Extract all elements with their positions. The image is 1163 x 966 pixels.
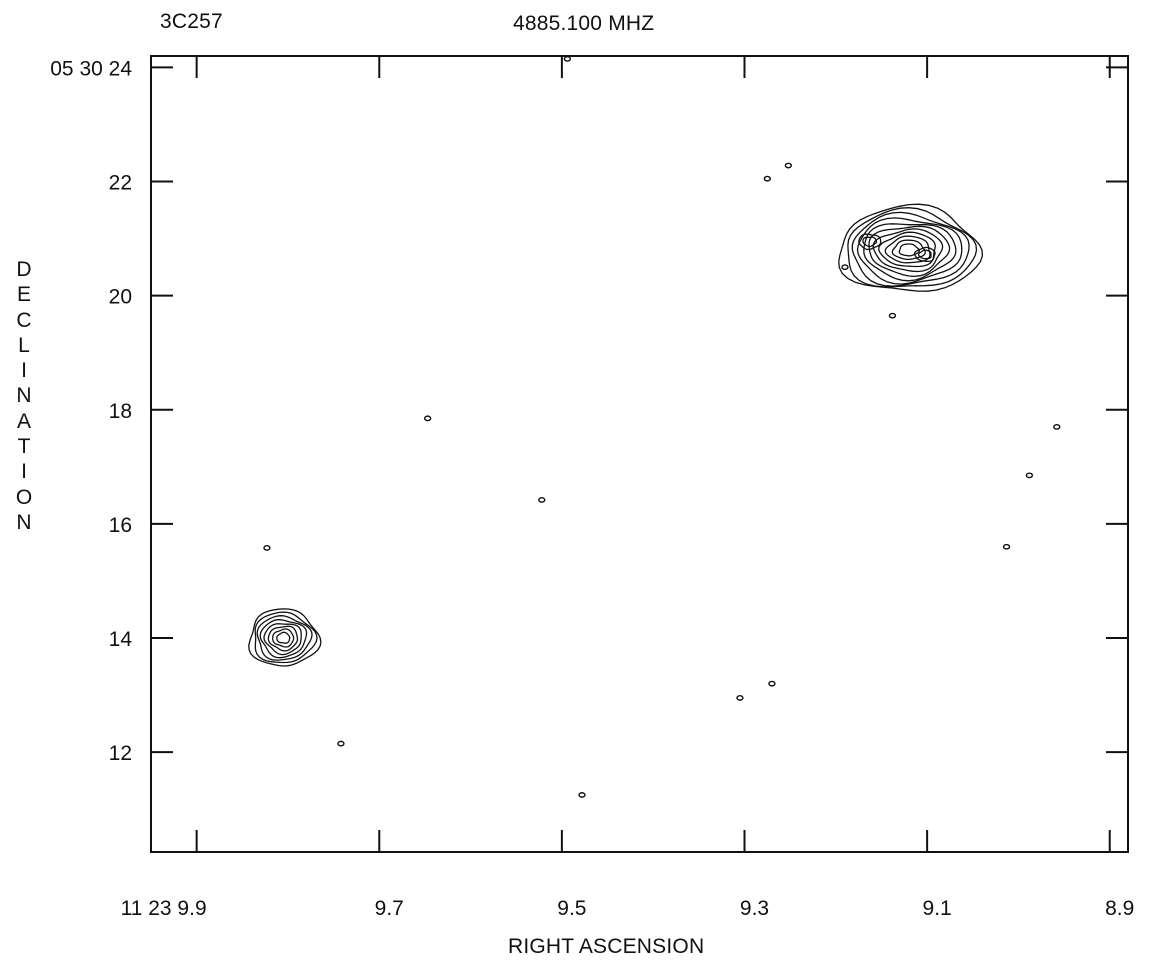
peak-ne-1-contour <box>858 233 882 251</box>
y-axis-label-letter: A <box>16 409 31 433</box>
y-tick-label: 12 <box>109 742 132 765</box>
y-tick-label: 18 <box>109 400 132 423</box>
y-tick-label: 05 30 24 <box>50 57 132 80</box>
plot-frame <box>150 55 1129 853</box>
y-axis-label-letter: T <box>17 435 31 459</box>
x-axis-label: RIGHT ASCENSION <box>508 935 705 958</box>
y-tick-label: 20 <box>109 286 132 309</box>
lobe-sw-contour <box>276 631 291 644</box>
speck-contour <box>784 162 793 169</box>
lobe-ne-contour <box>856 217 963 285</box>
noise-contours <box>263 55 1061 798</box>
y-axis-label-letter: D <box>16 258 32 281</box>
y-axis-label-letter: N <box>16 510 32 534</box>
lobe-sw-contour <box>259 619 308 659</box>
speck-contour <box>423 415 432 422</box>
lobe-ne-contour <box>838 203 984 292</box>
y-axis-label-letter: E <box>16 283 31 307</box>
axis-ticks: 11 23 9.9 9.7 9.5 9.3 9.1 8.9 05 30 24 22 20 18 16… <box>50 56 1134 920</box>
y-axis-label-letter: N <box>16 384 32 408</box>
lobe-ne-contour <box>878 231 936 268</box>
peak-ne-1-contour <box>862 236 878 248</box>
peak-ne-2-contour <box>913 246 936 263</box>
x-tick-label: 11 23 9.9 <box>121 897 207 920</box>
lobe-ne-contour <box>847 207 978 288</box>
x-tick-label: 8.9 <box>1105 897 1134 920</box>
lobe-sw-contour <box>267 625 299 652</box>
speck-contour <box>1053 423 1061 430</box>
frequency-label: 4885.100 MHZ <box>513 12 655 35</box>
speck-contour <box>763 175 772 182</box>
x-tick-label: 9.7 <box>375 897 404 920</box>
speck-contour <box>538 497 546 503</box>
y-tick-label: 22 <box>109 172 132 195</box>
lobe-sw-contour <box>254 611 318 664</box>
y-tick-label: 14 <box>109 628 133 651</box>
speck-contour <box>768 680 776 687</box>
speck-contour <box>841 264 849 271</box>
y-axis-label-letter: I <box>21 359 27 383</box>
speck-contour <box>1025 472 1034 479</box>
peak-ne-2-contour <box>917 249 932 260</box>
lobe-ne-contour <box>851 211 970 287</box>
y-axis-label-letter: O <box>15 485 33 509</box>
lobe-ne-contour <box>898 243 921 257</box>
y-axis-label-letter: C <box>16 308 32 332</box>
speck-contour <box>578 792 586 798</box>
lobe-ne-contour <box>884 235 931 264</box>
lobe-ne-contour <box>863 223 957 282</box>
lobe-sw-contour <box>248 608 322 667</box>
x-tick-label: 9.1 <box>923 897 952 920</box>
source-name: 3C257 <box>160 10 223 33</box>
lobe-sw-contour <box>256 615 313 661</box>
y-axis-label-letter: L <box>18 333 30 357</box>
x-tick-label: 9.5 <box>557 897 586 920</box>
y-axis-label-letter: I <box>21 460 27 484</box>
y-tick-label: 16 <box>109 514 132 537</box>
speck-contour <box>736 695 744 701</box>
speck-contour <box>337 740 345 747</box>
contour-lines <box>248 203 984 667</box>
speck-contour <box>263 544 271 551</box>
speck-contour <box>563 55 572 62</box>
lobe-sw-contour <box>263 623 302 656</box>
lobe-ne-contour <box>872 228 944 273</box>
speck-contour <box>888 312 897 319</box>
x-tick-label: 9.3 <box>740 897 769 920</box>
speck-contour <box>1002 543 1011 550</box>
lobe-sw-contour <box>272 628 295 648</box>
